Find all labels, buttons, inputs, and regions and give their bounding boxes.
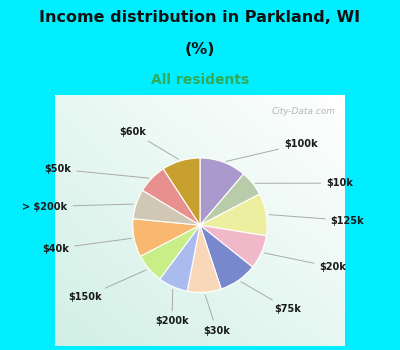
- Text: $200k: $200k: [155, 289, 189, 326]
- Wedge shape: [200, 158, 244, 225]
- Text: $40k: $40k: [42, 238, 131, 253]
- Text: $150k: $150k: [68, 270, 146, 302]
- Wedge shape: [142, 169, 200, 225]
- Wedge shape: [200, 225, 266, 267]
- Text: $20k: $20k: [264, 253, 346, 272]
- Wedge shape: [200, 174, 260, 225]
- Wedge shape: [187, 225, 221, 292]
- Text: City-Data.com: City-Data.com: [271, 107, 335, 116]
- Wedge shape: [160, 225, 200, 291]
- Wedge shape: [140, 225, 200, 279]
- Wedge shape: [133, 190, 200, 225]
- Text: $100k: $100k: [226, 139, 318, 161]
- Text: $125k: $125k: [269, 215, 364, 225]
- Text: All residents: All residents: [151, 74, 249, 88]
- Text: $75k: $75k: [241, 282, 302, 314]
- Text: $10k: $10k: [255, 178, 353, 188]
- Text: > $200k: > $200k: [22, 202, 134, 211]
- Wedge shape: [133, 219, 200, 256]
- Text: $50k: $50k: [44, 164, 149, 178]
- Wedge shape: [200, 225, 252, 289]
- Wedge shape: [163, 158, 200, 225]
- Wedge shape: [200, 194, 267, 236]
- Text: $30k: $30k: [203, 295, 230, 336]
- Text: (%): (%): [185, 42, 215, 57]
- Text: $60k: $60k: [119, 127, 178, 159]
- Text: Income distribution in Parkland, WI: Income distribution in Parkland, WI: [40, 10, 360, 26]
